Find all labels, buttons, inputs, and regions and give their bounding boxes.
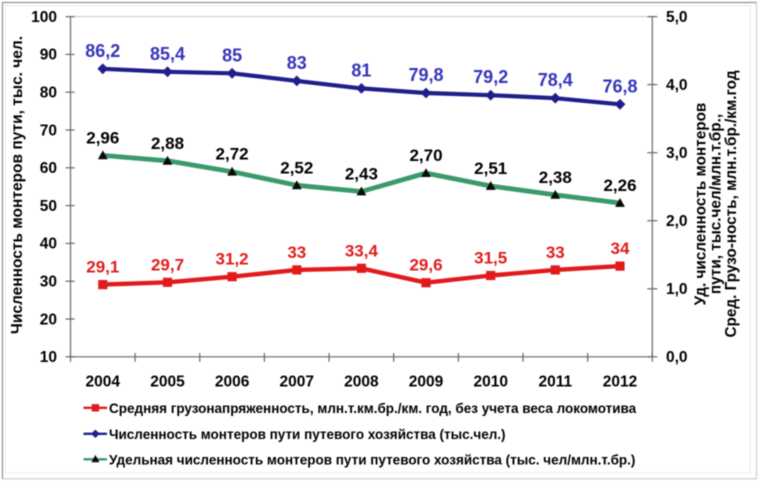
svg-text:10: 10 xyxy=(40,349,57,366)
svg-text:40: 40 xyxy=(40,236,57,253)
svg-text:50: 50 xyxy=(40,198,57,215)
svg-text:Удельная численность монтеров: Удельная численность монтеров пути путев… xyxy=(109,452,635,467)
svg-text:2,38: 2,38 xyxy=(539,168,572,187)
svg-text:4,0: 4,0 xyxy=(666,77,688,94)
svg-text:31,5: 31,5 xyxy=(474,249,507,268)
svg-text:Сред. Грузо-ность, млн.т.бр./к: Сред. Грузо-ность, млн.т.бр./км.год xyxy=(723,70,740,337)
svg-text:90: 90 xyxy=(40,47,57,64)
svg-text:30: 30 xyxy=(40,274,57,291)
svg-text:Численность монтеров пути, тыс: Численность монтеров пути, тыс. чел. xyxy=(9,36,26,334)
svg-text:80: 80 xyxy=(40,85,57,102)
svg-text:20: 20 xyxy=(40,311,57,328)
svg-text:2,0: 2,0 xyxy=(666,213,688,230)
svg-text:2011: 2011 xyxy=(538,374,572,391)
svg-text:Средняя грузонапряженность, мл: Средняя грузонапряженность, млн.т.км.бр.… xyxy=(109,401,637,416)
svg-text:86,2: 86,2 xyxy=(85,41,120,61)
svg-text:81: 81 xyxy=(351,60,371,80)
svg-text:85,4: 85,4 xyxy=(150,44,185,64)
svg-text:5,0: 5,0 xyxy=(666,9,688,26)
svg-text:0,0: 0,0 xyxy=(666,349,688,366)
svg-text:2,70: 2,70 xyxy=(409,146,442,165)
svg-text:29,1: 29,1 xyxy=(86,258,119,277)
svg-text:2,88: 2,88 xyxy=(151,134,184,153)
svg-text:34: 34 xyxy=(611,239,630,258)
svg-text:2,26: 2,26 xyxy=(603,176,636,195)
svg-text:85: 85 xyxy=(222,45,242,65)
svg-text:70: 70 xyxy=(40,122,57,139)
svg-text:31,2: 31,2 xyxy=(216,250,249,269)
svg-text:2004: 2004 xyxy=(86,374,121,391)
svg-text:76,8: 76,8 xyxy=(602,76,637,96)
svg-text:79,2: 79,2 xyxy=(473,67,508,87)
svg-text:2009: 2009 xyxy=(409,374,444,391)
svg-text:2012: 2012 xyxy=(603,374,637,391)
svg-text:78,4: 78,4 xyxy=(538,70,573,90)
svg-text:2,52: 2,52 xyxy=(280,158,313,177)
svg-text:1,0: 1,0 xyxy=(666,281,688,298)
svg-text:2,43: 2,43 xyxy=(345,165,378,184)
svg-text:пути, тыс.чел/млн.т.бр.,: пути, тыс.чел/млн.т.бр., xyxy=(708,114,725,294)
svg-text:2,96: 2,96 xyxy=(86,128,119,147)
svg-text:3,0: 3,0 xyxy=(666,145,688,162)
svg-text:29,6: 29,6 xyxy=(409,256,442,275)
svg-text:33: 33 xyxy=(287,243,306,262)
svg-text:2010: 2010 xyxy=(473,374,507,391)
svg-text:33: 33 xyxy=(546,243,565,262)
svg-text:2008: 2008 xyxy=(344,374,379,391)
svg-text:83: 83 xyxy=(287,53,307,73)
svg-text:2005: 2005 xyxy=(150,374,185,391)
svg-text:2006: 2006 xyxy=(215,374,250,391)
svg-text:Численность монтеров пути путе: Численность монтеров пути путевого хозяй… xyxy=(109,427,506,442)
svg-text:2007: 2007 xyxy=(280,374,314,391)
svg-text:60: 60 xyxy=(40,160,57,177)
svg-text:79,8: 79,8 xyxy=(408,65,443,85)
svg-text:2,51: 2,51 xyxy=(474,159,507,178)
svg-text:33,4: 33,4 xyxy=(345,241,379,260)
svg-text:100: 100 xyxy=(31,9,57,26)
svg-text:Уд. численность монтеров: Уд. численность монтеров xyxy=(692,103,709,306)
svg-text:2,72: 2,72 xyxy=(216,145,249,164)
svg-text:29,7: 29,7 xyxy=(151,255,184,274)
